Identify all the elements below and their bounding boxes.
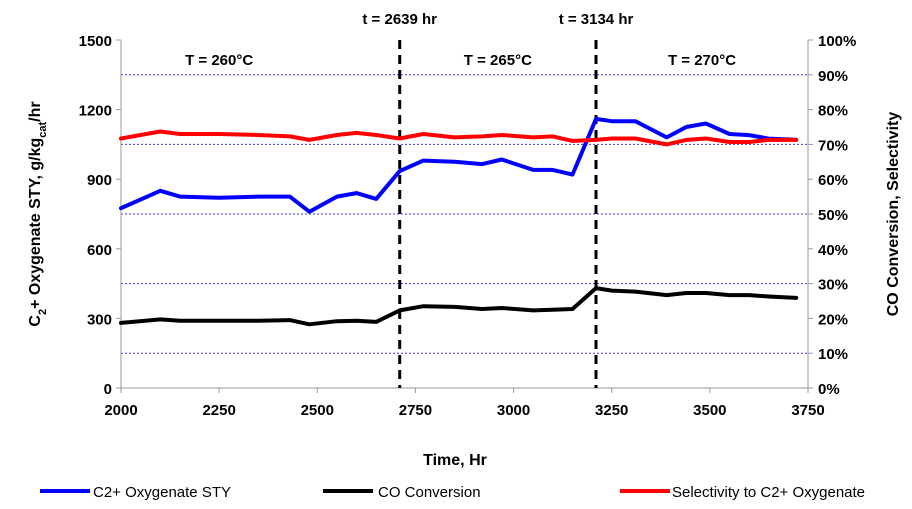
series-layer	[119, 116, 799, 327]
legend-label: Selectivity to C2+ Oxygenate	[672, 484, 865, 501]
region-label: T = 270°C	[668, 52, 736, 69]
y-right-tick-label: 40%	[818, 242, 848, 259]
legend-label: CO Conversion	[378, 484, 481, 501]
x-tick-label: 3500	[693, 402, 726, 419]
vertical-marker-label: t = 3134 hr	[559, 11, 634, 28]
y-right-tick-label: 10%	[818, 346, 848, 363]
y-left-tick-label: 1500	[79, 33, 112, 50]
ticks-layer: 0 300 600 900 1200 1500 0% 10% 20% 30% 40% 50% 60% 70…	[79, 33, 857, 419]
series-line-co-conversion	[119, 286, 799, 327]
x-axis-title: Time, Hr	[423, 452, 487, 469]
y-right-tick-label: 50%	[818, 207, 848, 224]
left-axis-title: C2+ Oxygenate STY, g/kgcat/hr	[27, 101, 49, 326]
x-tick-label: 2750	[399, 402, 432, 419]
y-right-tick-label: 30%	[818, 277, 848, 294]
y-left-tick-label: 0	[104, 381, 112, 398]
y-left-tick-label: 300	[87, 311, 112, 328]
region-label: T = 265°C	[464, 52, 532, 69]
series-line-c2-oxygenate-sty	[119, 116, 799, 214]
legend-label: C2+ Oxygenate STY	[93, 484, 231, 501]
y-left-tick-label: 900	[87, 172, 112, 189]
region-label: T = 260°C	[185, 52, 253, 69]
x-tick-label: 2000	[104, 402, 137, 419]
y-right-tick-label: 70%	[818, 137, 848, 154]
y-right-tick-label: 90%	[818, 68, 848, 85]
right-axis-title: CO Conversion, Selectivity	[885, 112, 902, 317]
series-line-selectivity-to-c2-oxygenate	[119, 129, 799, 147]
axes-layer	[120, 40, 809, 389]
x-tick-label: 3000	[497, 402, 530, 419]
y-left-tick-label: 1200	[79, 103, 112, 120]
legend: C2+ Oxygenate STY CO Conversion Selectivit…	[40, 484, 865, 501]
x-tick-label: 2250	[202, 402, 235, 419]
x-tick-label: 3250	[595, 402, 628, 419]
y-left-tick-label: 600	[87, 242, 112, 259]
y-right-tick-label: 0%	[818, 381, 840, 398]
y-right-tick-label: 60%	[818, 172, 848, 189]
y-right-tick-label: 20%	[818, 311, 848, 328]
x-tick-label: 2500	[301, 402, 334, 419]
regions-layer: T = 260°C T = 265°C T = 270°C	[185, 52, 736, 69]
y-right-tick-label: 100%	[818, 33, 856, 50]
y-right-tick-label: 80%	[818, 103, 848, 120]
markers-layer: t = 2639 hr t = 3134 hr	[362, 11, 633, 388]
x-tick-label: 3750	[791, 402, 824, 419]
grid-layer	[121, 74, 808, 354]
vertical-marker-label: t = 2639 hr	[362, 11, 437, 28]
